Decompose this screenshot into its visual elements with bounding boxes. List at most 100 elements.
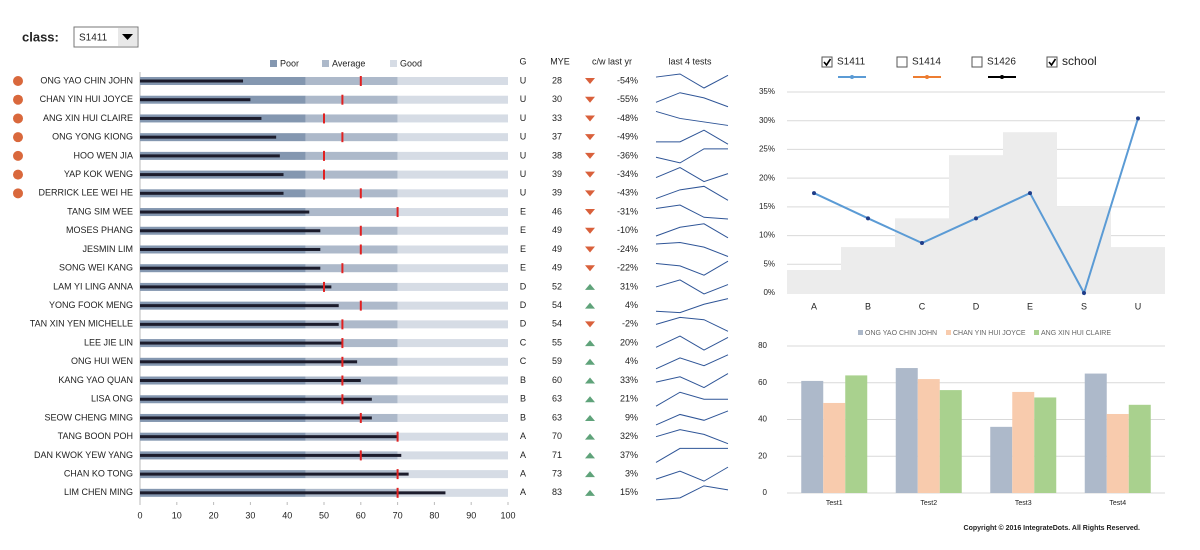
x-tick-label: 40 — [282, 510, 292, 520]
point — [920, 241, 924, 246]
x-tick-label: 0 — [137, 510, 142, 520]
band — [397, 77, 508, 85]
sparkline — [655, 316, 729, 332]
change-arrow — [585, 414, 595, 421]
alert-dot — [13, 94, 23, 105]
mye: 38 — [552, 150, 562, 160]
mye: 30 — [552, 94, 562, 104]
bar — [895, 368, 918, 493]
x-tick-label: C — [919, 301, 926, 311]
band — [397, 189, 508, 198]
legend-swatch — [390, 60, 397, 67]
class-value: S1411 — [79, 33, 108, 44]
sparkline — [655, 410, 729, 426]
grade: E — [520, 244, 526, 254]
change-arrow — [585, 471, 595, 478]
change-arrow — [585, 227, 595, 234]
band — [397, 320, 508, 329]
dropdown-arrow — [122, 34, 133, 40]
grade: U — [520, 75, 527, 85]
alert-dot — [13, 76, 23, 86]
bar — [917, 379, 940, 493]
x-tick-label: E — [1027, 301, 1033, 311]
bar — [845, 375, 868, 493]
grade: B — [520, 412, 526, 422]
score-bar — [140, 210, 310, 214]
x-tick-label: U — [1135, 301, 1142, 311]
x-tick-label: Test1 — [826, 500, 843, 507]
target-marker — [359, 412, 362, 423]
x-tick-label: 10 — [172, 510, 182, 520]
column-header: MYE — [550, 56, 570, 66]
sparkline — [655, 485, 729, 501]
x-tick-label: Test3 — [1015, 500, 1032, 507]
point — [1082, 291, 1086, 295]
column-header: c/w last yr — [592, 56, 632, 66]
school-area — [1057, 206, 1111, 293]
school-area — [787, 270, 841, 293]
target-marker — [359, 300, 362, 311]
band — [305, 133, 398, 142]
sparkline — [655, 429, 729, 445]
x-tick-label: 80 — [429, 510, 439, 520]
score-bar — [140, 154, 280, 158]
change-arrow — [585, 171, 595, 178]
change-arrow — [585, 209, 595, 216]
sparkline — [655, 260, 729, 276]
band — [305, 151, 398, 160]
student-name: SEOW CHENG MING — [44, 412, 133, 422]
legend-checkbox[interactable] — [821, 56, 833, 68]
legend-checkbox[interactable] — [1046, 56, 1058, 68]
grade: U — [520, 188, 527, 198]
score-bar — [140, 397, 372, 401]
change-arrow — [585, 134, 595, 141]
band — [397, 395, 508, 404]
sparkline — [655, 373, 729, 389]
check-mark — [1048, 58, 1057, 67]
alert-dot — [13, 188, 23, 199]
change: -48% — [617, 113, 638, 123]
y-tick-label: 0 — [763, 488, 768, 497]
student-name: SONG WEI KANG — [59, 263, 133, 273]
change: 31% — [620, 281, 638, 291]
mye: 70 — [552, 431, 562, 441]
mye: 33 — [552, 113, 562, 123]
legend-checkbox[interactable] — [971, 56, 983, 68]
y-tick-label: 25% — [759, 145, 775, 154]
score-bar — [140, 416, 372, 420]
y-tick-label: 5% — [763, 259, 775, 268]
bar — [939, 390, 962, 493]
legend-label: CHAN YIN HUI JOYCE — [953, 330, 1026, 337]
target-marker — [396, 469, 399, 480]
band — [397, 451, 508, 460]
change-arrow — [585, 152, 595, 159]
change-arrow — [585, 396, 595, 403]
x-tick-label: 90 — [466, 510, 476, 520]
y-tick-label: 10% — [759, 231, 775, 240]
student-name: KANG YAO QUAN — [58, 375, 133, 385]
grade: C — [520, 337, 527, 347]
sparkline — [655, 148, 728, 164]
band — [397, 170, 508, 179]
bar — [1106, 413, 1129, 493]
sparkline — [655, 391, 728, 407]
x-tick-label: A — [811, 301, 817, 311]
class-label: class: — [22, 29, 59, 44]
change-arrow — [585, 340, 595, 347]
band — [305, 226, 398, 235]
legend-label: Average — [332, 58, 365, 68]
sparkline — [655, 110, 729, 126]
x-tick-label: 20 — [209, 510, 219, 520]
grade: A — [520, 468, 526, 478]
band — [305, 170, 398, 179]
point — [1136, 116, 1140, 121]
score-bar — [140, 247, 321, 251]
change: -2% — [622, 319, 638, 329]
change: -22% — [617, 263, 638, 273]
change: 20% — [620, 337, 638, 347]
change: 4% — [625, 300, 638, 310]
legend-checkbox[interactable] — [896, 56, 908, 68]
target-marker — [359, 225, 362, 236]
